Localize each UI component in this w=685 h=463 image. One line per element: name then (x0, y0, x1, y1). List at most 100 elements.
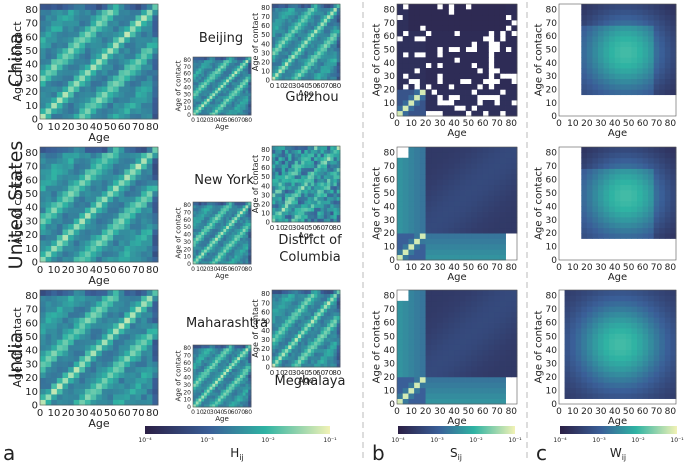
heatmap-cell (124, 339, 131, 346)
heatmap-cell (609, 25, 616, 32)
heatmap-cell (228, 62, 233, 66)
heatmap-cell (598, 173, 604, 180)
heatmap-cell (323, 174, 328, 179)
heatmap-cell (431, 147, 438, 153)
heatmap-cell (228, 261, 233, 265)
heatmap-cell (220, 374, 224, 378)
heatmap-cell (212, 258, 216, 262)
heatmap-cell (141, 113, 148, 120)
heatmap-cell (294, 32, 299, 37)
heatmap-cell (664, 57, 671, 64)
heatmap-cell (79, 223, 86, 230)
heatmap-cell (90, 163, 97, 170)
heatmap-cell (471, 110, 478, 117)
heatmap-cell (118, 306, 125, 313)
heatmap-cell (226, 240, 230, 244)
heatmap-cell (152, 322, 159, 329)
heatmap-cell (68, 399, 75, 406)
heatmap-cell (477, 52, 484, 58)
heatmap-cell (471, 78, 478, 85)
heatmap-cell (113, 108, 120, 114)
heatmap-cell (124, 383, 131, 389)
heatmap-cell (220, 234, 224, 238)
heatmap-cell (598, 163, 604, 169)
heatmap-cell (231, 234, 235, 238)
heatmap-cell (135, 251, 142, 257)
heatmap-cell (40, 58, 47, 65)
heatmap-cell (581, 78, 588, 85)
heatmap-cell (45, 174, 52, 181)
heatmap-cell (239, 202, 244, 206)
heatmap-cell (223, 359, 227, 364)
heatmap-cell (310, 18, 315, 23)
heatmap-cell (40, 113, 47, 120)
heatmap-cell (193, 246, 197, 250)
heatmap-cell (212, 101, 216, 105)
heatmap-cell (310, 7, 315, 12)
heatmap-cell (237, 231, 241, 235)
heatmap-cell (248, 62, 252, 66)
heatmap-cell (107, 64, 114, 71)
heatmap-cell (201, 103, 205, 108)
heatmap-cell (96, 333, 103, 340)
heatmap-cell (323, 14, 328, 19)
heatmap-cell (511, 163, 518, 169)
heatmap-cell (659, 233, 666, 239)
heatmap-cell (201, 365, 205, 370)
heatmap-cell (215, 231, 219, 235)
heatmap-cell (96, 86, 103, 93)
heatmap-cell (79, 300, 86, 307)
heatmap-cell (124, 290, 131, 296)
heatmap-cell (90, 290, 97, 296)
heatmap-cell (281, 58, 286, 63)
heatmap-cell (135, 4, 142, 10)
heatmap-cell (402, 238, 409, 245)
heatmap-cell (294, 40, 299, 45)
heatmap-cell (217, 70, 222, 74)
heatmap-cell (51, 311, 58, 318)
heatmap-cell (505, 78, 512, 85)
heatmap-cell (454, 190, 461, 196)
heatmap-cell (494, 216, 501, 223)
heatmap-cell (482, 233, 489, 239)
heatmap-cell (45, 31, 52, 38)
heatmap-cell (648, 233, 655, 239)
y-tick-label: 70 (546, 19, 558, 29)
heatmap-cell (288, 214, 292, 219)
heatmap-cell (291, 160, 296, 165)
y-tick-label: 70 (261, 13, 270, 21)
heatmap-cell (73, 361, 80, 368)
heatmap-cell (297, 14, 302, 19)
heatmap-cell (239, 243, 244, 247)
heatmap-cell (320, 153, 325, 158)
x-tick-label: 40 (217, 117, 225, 124)
heatmap-cell (609, 68, 616, 74)
heatmap-cell (40, 212, 47, 219)
heatmap-cell (195, 249, 199, 253)
heatmap-cell (598, 216, 604, 223)
heatmap-cell (223, 202, 227, 206)
heatmap-cell (242, 106, 246, 110)
heatmap-cell (414, 233, 421, 239)
heatmap-cell (118, 383, 125, 389)
heatmap-cell (107, 168, 114, 175)
heatmap-cell (482, 84, 489, 90)
heatmap-cell (454, 184, 461, 191)
heatmap-cell (310, 218, 315, 223)
heatmap-cell (586, 73, 593, 80)
heatmap-cell (631, 233, 638, 239)
heatmap-cell (659, 168, 666, 175)
heatmap-cell (327, 61, 331, 66)
heatmap-cell (437, 222, 444, 229)
heatmap-cell (141, 53, 148, 60)
x-tick-label: 10 (276, 82, 285, 90)
heatmap-cell (223, 213, 227, 218)
heatmap-cell (499, 190, 506, 196)
heatmap-cell (90, 223, 97, 230)
heatmap-cell (323, 72, 328, 77)
heatmap-cell (201, 368, 205, 372)
heatmap-cell (118, 207, 125, 214)
heatmap-cell (51, 53, 58, 60)
heatmap-cell (152, 174, 159, 181)
heatmap-cell (442, 46, 449, 53)
